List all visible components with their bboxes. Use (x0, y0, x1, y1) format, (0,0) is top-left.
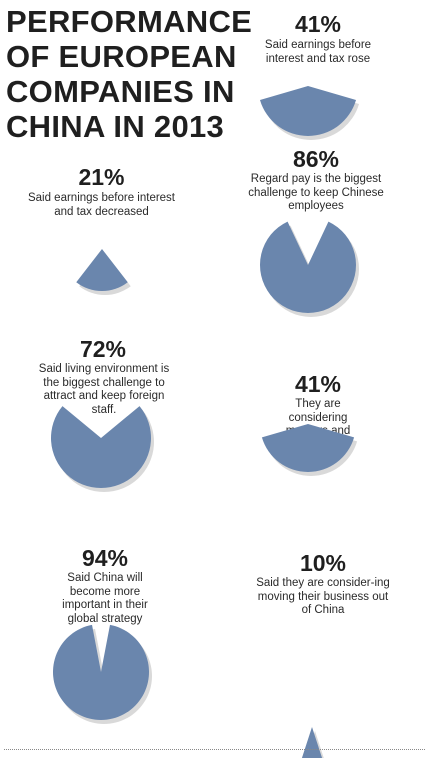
stat-panel-pay-challenge: 86% Regard pay is the biggest challenge … (236, 147, 396, 217)
stat-percent: 41% (294, 11, 342, 37)
stat-description: Said they are consider-ing moving their … (256, 577, 390, 616)
stat-panel-earnings-rose: 41% Said earnings before interest and ta… (238, 10, 398, 140)
pie-slice-global-strategy (53, 624, 149, 721)
pie-slice-pay-challenge (260, 221, 356, 314)
stat-percent: 41% (294, 371, 342, 397)
stat-panel-living-environment: 72% Said living environment is the bigge… (18, 337, 188, 417)
stat-description: Said earnings before interest and tax de… (27, 192, 176, 218)
stat-percent: 21% (78, 164, 125, 190)
stat-percent: 94% (81, 545, 129, 571)
stat-percent: 10% (299, 550, 347, 576)
stat-description: Said China will become more important in… (62, 572, 148, 625)
footer-divider (4, 749, 425, 750)
stat-panel-moving-out: 10% Said they are consider-ing moving th… (238, 551, 408, 621)
pie-slice-moving-out (301, 727, 323, 758)
stat-panel-global-strategy: 94% Said China will become more importan… (20, 545, 190, 625)
pie-slice-mergers (261, 424, 355, 472)
pie-slice-living-environment (50, 406, 152, 488)
page-title: PERFORMANCE OF EUROPEAN COMPANIES IN CHI… (6, 4, 253, 144)
stat-panel-earnings-decreased: 21% Said earnings before interest and ta… (14, 165, 189, 225)
stat-percent: 72% (79, 336, 127, 362)
pie-slice-earnings-rose (259, 86, 357, 136)
stat-description: Said earnings before interest and tax ro… (264, 39, 372, 65)
pie-slice-earnings-decreased (76, 249, 128, 292)
stat-description: Regard pay is the biggest challenge to k… (248, 173, 384, 212)
stat-percent: 86% (292, 146, 340, 172)
stat-description: Said living environment is the biggest c… (38, 363, 170, 416)
